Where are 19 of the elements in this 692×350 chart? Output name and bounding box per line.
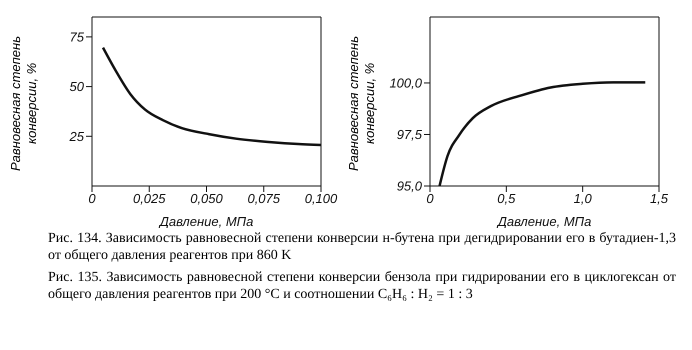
x-tick-label: 1,0 xyxy=(574,191,592,206)
x-tick-label: 0 xyxy=(88,191,96,206)
text: Рис. 135. Зависимость равновесной степени конверсии бензола при гидрировании его в циклогексан от общего давления реагентов при 200 °C и соотношении C₆H₆ : H₂ = 1 : 3 xyxy=(48,269,676,303)
x-tick-label: 0,075 xyxy=(247,191,281,206)
y-tick-label: 75 xyxy=(70,29,85,44)
x-tick-label: 0 xyxy=(426,191,434,206)
x-tick-label: 0,050 xyxy=(190,191,224,206)
y-tick-label: 100,0 xyxy=(389,76,423,91)
y-tick-label: 97,5 xyxy=(396,127,423,142)
y-tick-label: 25 xyxy=(68,128,85,144)
text: Рис. 134. Зависимость равновесной степени конверсии н-бутена при дегидрировании его в бутадиен-1,3 от общего давления реагентов при 860 K xyxy=(48,230,676,264)
y-tick-label: 95,0 xyxy=(396,178,423,194)
x-tick-label: 0,100 xyxy=(304,191,338,206)
x-tick-label: 0,5 xyxy=(497,191,516,206)
x-tick-label: 0,025 xyxy=(132,191,166,206)
y-axis-title: Равновесная степень конверсии, % xyxy=(346,34,378,174)
y-tick-label: 50 xyxy=(70,79,85,94)
y-axis-title: Равновесная степень конверсии, % xyxy=(8,34,40,174)
x-tick-label: 1,5 xyxy=(650,191,669,206)
